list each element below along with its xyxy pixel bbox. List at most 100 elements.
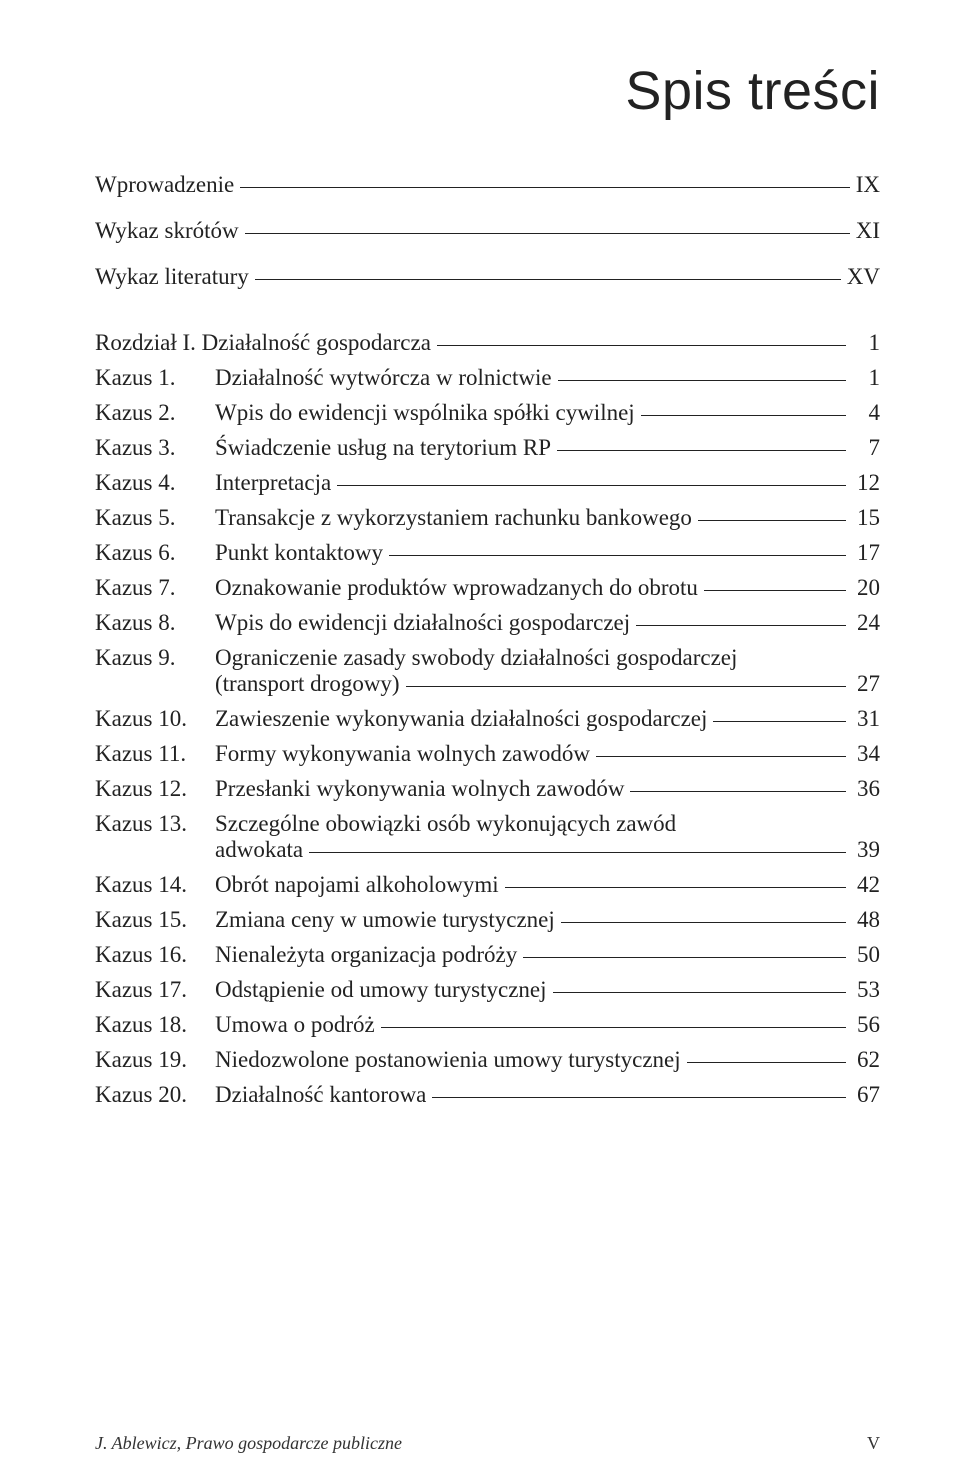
frontmatter-page: IX [856, 172, 880, 198]
entry-title: Przesłanki wykonywania wolnych zawodów [215, 776, 624, 802]
entry-title: Szczególne obowiązki osób wykonujących z… [215, 811, 676, 837]
leader-line [641, 415, 846, 416]
entry-title: Działalność kantorowa [215, 1082, 426, 1108]
entry-title: Obrót napojami alkoholowymi [215, 872, 499, 898]
entry-key: Kazus 6. [95, 540, 215, 566]
footer-right: V [867, 1433, 880, 1454]
entry-title: Odstąpienie od umowy turystycznej [215, 977, 547, 1003]
toc-entry: Kazus 19.Niedozwolone postanowienia umow… [95, 1047, 880, 1073]
entry-body: Działalność kantorowa 67 [215, 1082, 880, 1108]
entry-body: Oznakowanie produktów wprowadzanych do o… [215, 575, 880, 601]
entry-key: Kazus 8. [95, 610, 215, 636]
chapter-row: Rozdział I. Działalność gospodarcza 1 [95, 330, 880, 356]
entry-page: 56 [852, 1012, 880, 1038]
entry-page: 53 [852, 977, 880, 1003]
entry-key: Kazus 18. [95, 1012, 215, 1038]
entry-key: Kazus 12. [95, 776, 215, 802]
toc-entry: Kazus 17.Odstąpienie od umowy turystyczn… [95, 977, 880, 1003]
toc-entry: Kazus 3.Świadczenie usług na terytorium … [95, 435, 880, 461]
entry-key: Kazus 19. [95, 1047, 215, 1073]
entry-title: Zmiana ceny w umowie turystycznej [215, 907, 555, 933]
entry-title-cont: (transport drogowy) [215, 671, 400, 697]
entry-body: Szczególne obowiązki osób wykonujących z… [215, 811, 880, 863]
entry-title: Interpretacja [215, 470, 331, 496]
entry-key: Kazus 2. [95, 400, 215, 426]
entry-page: 36 [852, 776, 880, 802]
entry-key: Kazus 13. [95, 811, 215, 837]
entry-body: Zmiana ceny w umowie turystycznej48 [215, 907, 880, 933]
entry-title: Punkt kontaktowy [215, 540, 383, 566]
toc-entry: Kazus 1.Działalność wytwórcza w rolnictw… [95, 365, 880, 391]
leader-line [561, 922, 846, 923]
entry-title: Transakcje z wykorzystaniem rachunku ban… [215, 505, 692, 531]
entry-page: 27 [852, 671, 880, 697]
entry-key: Kazus 9. [95, 645, 215, 671]
entry-page: 1 [852, 365, 880, 391]
entry-body: Umowa o podróż 56 [215, 1012, 880, 1038]
entry-page: 17 [852, 540, 880, 566]
leader-line [523, 957, 846, 958]
entry-page: 67 [852, 1082, 880, 1108]
entry-title: Świadczenie usług na terytorium RP [215, 435, 551, 461]
toc-entry: Kazus 20.Działalność kantorowa67 [95, 1082, 880, 1108]
leader-line [240, 187, 850, 188]
entry-key: Kazus 5. [95, 505, 215, 531]
frontmatter-row: Wykaz literatury XV [95, 264, 880, 290]
toc-entry: Kazus 14.Obrót napojami alkoholowymi42 [95, 872, 880, 898]
frontmatter-section: Wprowadzenie IX Wykaz skrótów XI Wykaz l… [95, 172, 880, 290]
entry-body: Wpis do ewidencji wspólnika spółki cywil… [215, 400, 880, 426]
entry-body: Przesłanki wykonywania wolnych zawodów 36 [215, 776, 880, 802]
leader-line [337, 485, 846, 486]
leader-line [636, 625, 846, 626]
entry-title-cont: adwokata [215, 837, 303, 863]
entry-title: Umowa o podróż [215, 1012, 375, 1038]
entry-page: 4 [852, 400, 880, 426]
entry-key: Kazus 4. [95, 470, 215, 496]
frontmatter-page: XI [856, 218, 880, 244]
frontmatter-label: Wprowadzenie [95, 172, 234, 198]
frontmatter-label: Wykaz skrótów [95, 218, 239, 244]
entry-title: Nienależyta organizacja podróży [215, 942, 517, 968]
entry-body: Transakcje z wykorzystaniem rachunku ban… [215, 505, 880, 531]
entry-key: Kazus 11. [95, 741, 215, 767]
entry-body: Ograniczenie zasady swobody działalności… [215, 645, 880, 697]
entry-body: Świadczenie usług na terytorium RP 7 [215, 435, 880, 461]
frontmatter-row: Wykaz skrótów XI [95, 218, 880, 244]
entry-body: Obrót napojami alkoholowymi42 [215, 872, 880, 898]
leader-line [596, 756, 846, 757]
chapter-page: 1 [852, 330, 880, 356]
leader-line [381, 1027, 846, 1028]
entry-page: 62 [852, 1047, 880, 1073]
leader-line [713, 721, 846, 722]
toc-entry: Kazus 15.Zmiana ceny w umowie turystyczn… [95, 907, 880, 933]
leader-line [437, 345, 846, 346]
entry-title: Ograniczenie zasady swobody działalności… [215, 645, 737, 671]
leader-line [432, 1097, 846, 1098]
leader-line [553, 992, 846, 993]
entries-list: Kazus 1.Działalność wytwórcza w rolnictw… [95, 365, 880, 1108]
entry-title: Niedozwolone postanowienia umowy turysty… [215, 1047, 681, 1073]
leader-line [630, 791, 846, 792]
entry-title: Zawieszenie wykonywania działalności gos… [215, 706, 707, 732]
entry-body: Zawieszenie wykonywania działalności gos… [215, 706, 880, 732]
entry-body: Interpretacja 12 [215, 470, 880, 496]
leader-line [698, 520, 846, 521]
leader-line [255, 279, 841, 280]
entry-page: 50 [852, 942, 880, 968]
toc-entry: Kazus 16.Nienależyta organizacja podróży… [95, 942, 880, 968]
entry-key: Kazus 1. [95, 365, 215, 391]
entry-title: Wpis do ewidencji działalności gospodarc… [215, 610, 630, 636]
entry-page: 34 [852, 741, 880, 767]
entry-title: Formy wykonywania wolnych zawodów [215, 741, 590, 767]
frontmatter-label: Wykaz literatury [95, 264, 249, 290]
entry-page: 12 [852, 470, 880, 496]
frontmatter-page: XV [847, 264, 880, 290]
entry-body: Odstąpienie od umowy turystycznej 53 [215, 977, 880, 1003]
entry-page: 7 [852, 435, 880, 461]
entry-key: Kazus 14. [95, 872, 215, 898]
toc-entry: Kazus 13.Szczególne obowiązki osób wykon… [95, 811, 880, 863]
entry-title: Oznakowanie produktów wprowadzanych do o… [215, 575, 698, 601]
toc-entry: Kazus 4.Interpretacja 12 [95, 470, 880, 496]
toc-entry: Kazus 7.Oznakowanie produktów wprowadzan… [95, 575, 880, 601]
entry-body: Punkt kontaktowy 17 [215, 540, 880, 566]
